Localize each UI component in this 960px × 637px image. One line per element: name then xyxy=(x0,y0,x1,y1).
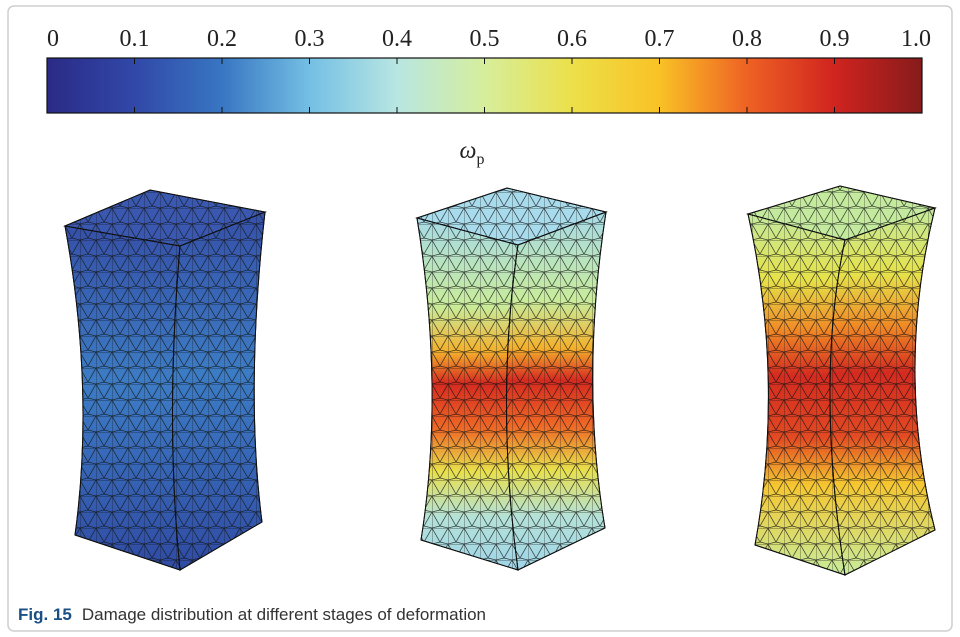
colorbar-tick-label: 0.7 xyxy=(645,26,675,52)
specimen-3 xyxy=(748,186,935,575)
colorbar-tick-label: 1.0 xyxy=(901,26,931,52)
label-subscript: p xyxy=(476,151,484,168)
caption-text: Damage distribution at different stages … xyxy=(82,605,486,624)
colorbar-tick-label: 0.3 xyxy=(295,26,325,52)
colorbar-tick-label: 0.2 xyxy=(207,26,237,52)
figure: 0 0.1 0.2 0.3 0.4 0.5 0.6 0.7 0.8 0.9 1.0 ωp Fig. … xyxy=(0,0,960,637)
label-symbol: ω xyxy=(460,138,477,164)
specimen-2 xyxy=(417,188,606,570)
colorbar-tick-label: 0.8 xyxy=(732,26,762,52)
caption-number: Fig. 15 xyxy=(18,605,72,624)
colorbar-tick-label: 0.4 xyxy=(382,26,412,52)
colorbar-tick-label: 0 xyxy=(47,26,59,52)
colorbar-tick-label: 0.9 xyxy=(820,26,850,52)
page: 0 0.1 0.2 0.3 0.4 0.5 0.6 0.7 0.8 0.9 1.0 ωp Fig. … xyxy=(0,0,960,637)
specimen-1 xyxy=(65,190,265,570)
colorbar-tick-label: 0.1 xyxy=(120,26,150,52)
colorbar xyxy=(47,58,922,113)
colorbar-tick-label: 0.6 xyxy=(557,26,587,52)
colorbar-label: ωp xyxy=(460,138,485,168)
caption: Fig. 15 Damage distribution at different … xyxy=(18,605,486,624)
colorbar-tick-label: 0.5 xyxy=(470,26,500,52)
